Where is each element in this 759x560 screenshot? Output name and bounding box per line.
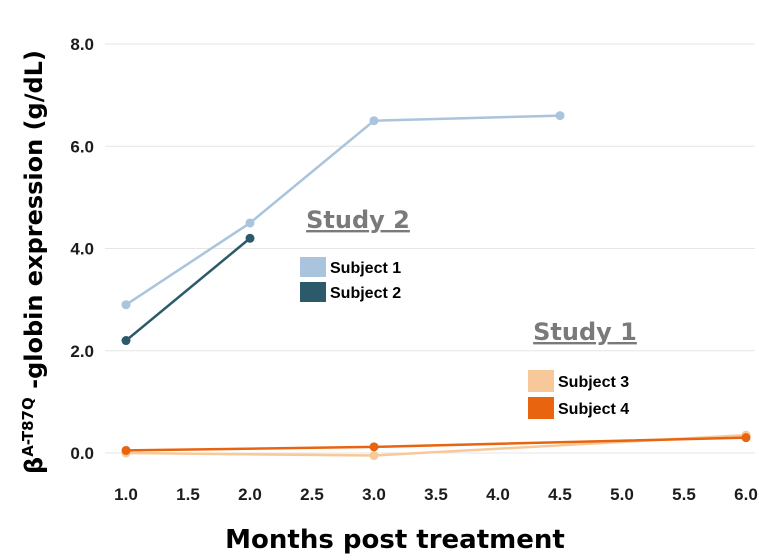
x-tick-label: 4.0 — [486, 485, 510, 504]
gridlines — [105, 43, 755, 454]
x-tick-label: 4.5 — [548, 485, 572, 504]
series-subject-2 — [121, 233, 255, 346]
legend-label-subject-4: Subject 4 — [558, 401, 629, 418]
series-subject-1 — [121, 111, 565, 310]
legend-label-subject-3: Subject 3 — [558, 374, 629, 391]
x-tick-label: 6.0 — [734, 485, 758, 504]
y-tick-label: 4.0 — [70, 240, 94, 259]
x-tick-label: 2.5 — [300, 485, 324, 504]
x-tick-label: 1.0 — [114, 485, 138, 504]
legend-study-1: Study 1 Subject 3 Subject 4 — [528, 318, 637, 419]
data-point-subject-4 — [741, 433, 751, 443]
data-point-subject-1 — [121, 300, 131, 310]
legend-study-2: Study 2 Subject 1 Subject 2 — [300, 206, 410, 302]
x-tick-label: 5.5 — [672, 485, 696, 504]
data-point-subject-4 — [369, 442, 379, 452]
series-line-subject-2 — [125, 237, 251, 342]
y-axis-label: βA-T87Q -globin expression (g/dL) — [19, 50, 48, 474]
legend-swatch-subject-2 — [300, 282, 326, 302]
x-tick-label: 3.5 — [424, 485, 448, 504]
y-tick-label: 2.0 — [70, 342, 94, 361]
legend-label-subject-2: Subject 2 — [330, 285, 401, 302]
series-subject-4 — [121, 433, 751, 455]
data-point-subject-4 — [121, 445, 131, 455]
data-point-subject-1 — [555, 111, 565, 121]
data-point-subject-3 — [369, 451, 379, 461]
x-axis-label: Months post treatment — [225, 525, 565, 555]
x-tick-label: 5.0 — [610, 485, 634, 504]
series-line-subject-4 — [125, 436, 747, 452]
legend-swatch-subject-1 — [300, 257, 326, 277]
legend-group-title-study-2: Study 2 — [306, 206, 410, 234]
data-point-subject-1 — [245, 218, 255, 228]
y-tick-labels: 0.0 2.0 4.0 6.0 8.0 — [70, 35, 94, 463]
legend-group-title-study-1: Study 1 — [533, 318, 637, 346]
x-tick-label: 2.0 — [238, 485, 262, 504]
legend-label-subject-1: Subject 1 — [330, 260, 401, 277]
data-point-subject-2 — [121, 336, 131, 346]
x-tick-label: 3.0 — [362, 485, 386, 504]
series-line-subject-1 — [125, 114, 561, 306]
data-point-subject-2 — [245, 233, 255, 243]
y-tick-label: 8.0 — [70, 35, 94, 54]
data-point-subject-1 — [369, 116, 379, 126]
y-tick-label: 0.0 — [70, 444, 94, 463]
series-layer — [121, 111, 751, 461]
y-tick-label: 6.0 — [70, 137, 94, 156]
x-tick-labels: 1.0 1.5 2.0 2.5 3.0 3.5 4.0 4.5 5.0 5.5 6.0 — [114, 485, 758, 504]
legend-swatch-subject-3 — [528, 370, 554, 392]
x-tick-label: 1.5 — [176, 485, 200, 504]
legend-swatch-subject-4 — [528, 397, 554, 419]
